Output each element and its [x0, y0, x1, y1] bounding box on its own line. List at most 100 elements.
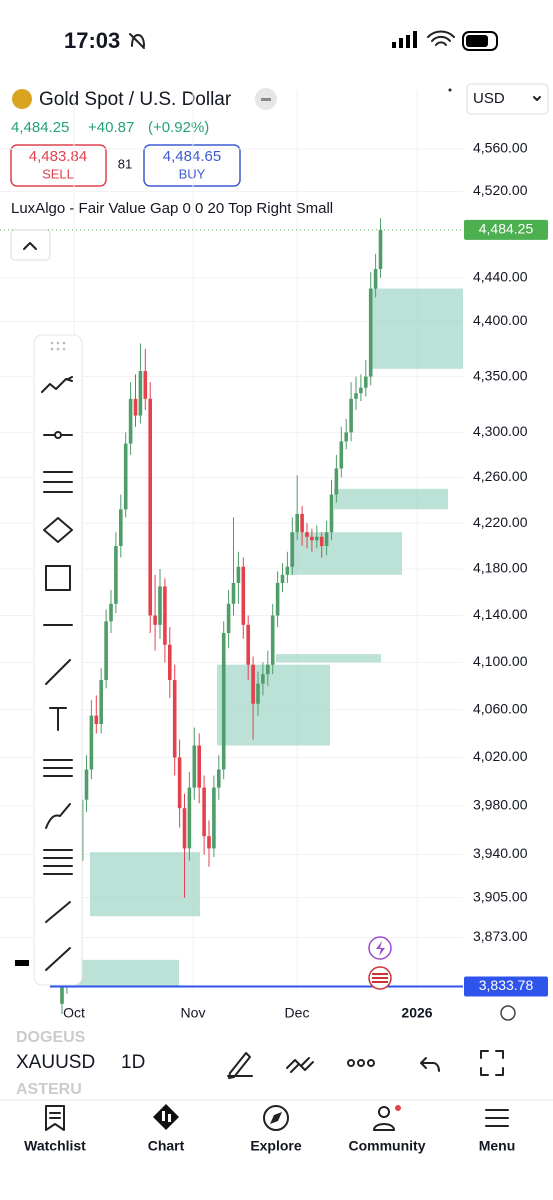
settings-icon[interactable]: [500, 1005, 516, 1021]
symbol[interactable]: XAUUSD: [16, 1052, 95, 1073]
currency-label: USD: [473, 90, 505, 107]
toolbar-icons[interactable]: [227, 1050, 504, 1079]
candle-body: [143, 371, 148, 399]
candle-body: [364, 376, 368, 388]
candle-body: [290, 532, 295, 567]
symbol-title[interactable]: Gold Spot / U.S. Dollar: [39, 89, 232, 110]
candle-body: [295, 513, 299, 533]
candle-body: [231, 582, 236, 604]
prev-symbol[interactable]: DOGEUS: [16, 1029, 86, 1046]
candle-body: [285, 566, 290, 575]
nav-label[interactable]: Explore: [250, 1138, 302, 1154]
candle-body: [226, 603, 231, 633]
y-tick-label: 4,100.00: [473, 653, 528, 669]
candle-body: [359, 387, 363, 394]
candle-body: [187, 787, 192, 849]
candle-body: [109, 603, 113, 622]
candle-body: [339, 441, 344, 469]
candle-body: [310, 536, 314, 541]
candle-body: [114, 545, 118, 604]
buy-price: 4,484.65: [163, 148, 221, 165]
spread: 81: [118, 156, 132, 171]
candle-body: [319, 536, 324, 546]
y-tick-label: 4,400.00: [473, 312, 528, 328]
candle-body: [207, 836, 211, 849]
candle-body: [89, 715, 94, 770]
dropdown-arrow: [533, 96, 541, 101]
candle-body: [300, 513, 304, 533]
y-tick-label: 4,560.00: [473, 140, 528, 156]
candle-body: [128, 398, 133, 444]
status-icons: [129, 30, 498, 51]
candle-body: [368, 288, 373, 377]
candle-body: [378, 229, 383, 270]
candle-body: [153, 615, 157, 625]
candle-body: [84, 769, 89, 800]
x-tick-label: Oct: [63, 1005, 85, 1021]
candle-body: [163, 586, 167, 645]
candle-body: [133, 398, 138, 416]
candle-body: [99, 680, 103, 724]
price-line-tag: [464, 976, 548, 997]
y-tick-label: 4,140.00: [473, 606, 528, 622]
quote-last: 4,484.25: [11, 119, 69, 136]
interval[interactable]: 1D: [121, 1052, 145, 1073]
candle-body: [104, 621, 108, 681]
last-price-label: 4,484.25: [479, 221, 534, 237]
y-tick-label: 4,350.00: [473, 367, 528, 383]
candle-body: [329, 494, 334, 533]
x-tick-label: Dec: [285, 1005, 310, 1021]
fvg-box: [290, 532, 402, 575]
y-tick-label: 4,180.00: [473, 560, 528, 576]
quote-change-pct: (+0.92%): [148, 119, 209, 136]
fvg-box: [334, 488, 448, 510]
candle-body: [266, 664, 270, 675]
buy-button[interactable]: [143, 144, 241, 187]
next-symbol[interactable]: ASTERU: [16, 1081, 82, 1098]
status-time: 17:03: [64, 28, 120, 53]
dot: [448, 88, 452, 92]
candle-body: [251, 664, 255, 704]
fvg-box: [372, 288, 463, 369]
candle-body: [373, 269, 378, 289]
candle-body: [148, 398, 152, 616]
y-tick-label: 4,060.00: [473, 700, 528, 716]
candle-body: [275, 582, 280, 616]
nav-label[interactable]: Community: [349, 1138, 426, 1154]
y-tick-label: 3,980.00: [473, 796, 528, 812]
candle-body: [123, 443, 128, 510]
currency-select[interactable]: [466, 83, 549, 115]
x-tick-label: 2026: [401, 1005, 432, 1021]
nav-label[interactable]: Watchlist: [24, 1138, 86, 1154]
candle-body: [270, 615, 275, 665]
y-tick-label: 4,020.00: [473, 748, 528, 764]
sell-label: SELL: [42, 166, 74, 181]
candle-body: [349, 398, 353, 433]
y-tick-label: 4,260.00: [473, 468, 528, 484]
candle-body: [182, 808, 187, 849]
candle-body: [221, 632, 226, 770]
candle-body: [334, 468, 339, 495]
candle-body: [261, 674, 265, 684]
indicator-label[interactable]: LuxAlgo - Fair Value Gap 0 0 20 Top Righ…: [11, 200, 333, 217]
event-bolt: [376, 941, 385, 956]
collapse-button[interactable]: [10, 229, 51, 261]
candle-body: [212, 787, 216, 849]
y-tick-label: 3,905.00: [473, 888, 528, 904]
candle-body: [354, 393, 358, 399]
candle-body: [305, 532, 309, 537]
sell-price: 4,483.84: [29, 148, 87, 165]
flag-icon: [372, 973, 388, 983]
nav-label[interactable]: Menu: [479, 1138, 516, 1154]
candle-body: [177, 757, 182, 809]
fvg-box: [90, 852, 200, 917]
x-tick-label: Nov: [181, 1005, 206, 1021]
y-tick-label: 4,300.00: [473, 423, 528, 439]
sell-button[interactable]: [10, 144, 107, 187]
y-tick-label: 3,940.00: [473, 845, 528, 861]
nav-label[interactable]: Chart: [148, 1138, 185, 1154]
last-price-tag: [464, 219, 548, 240]
y-tick-label: 3,873.00: [473, 928, 528, 944]
price-line-label: 3,833.78: [479, 977, 534, 993]
